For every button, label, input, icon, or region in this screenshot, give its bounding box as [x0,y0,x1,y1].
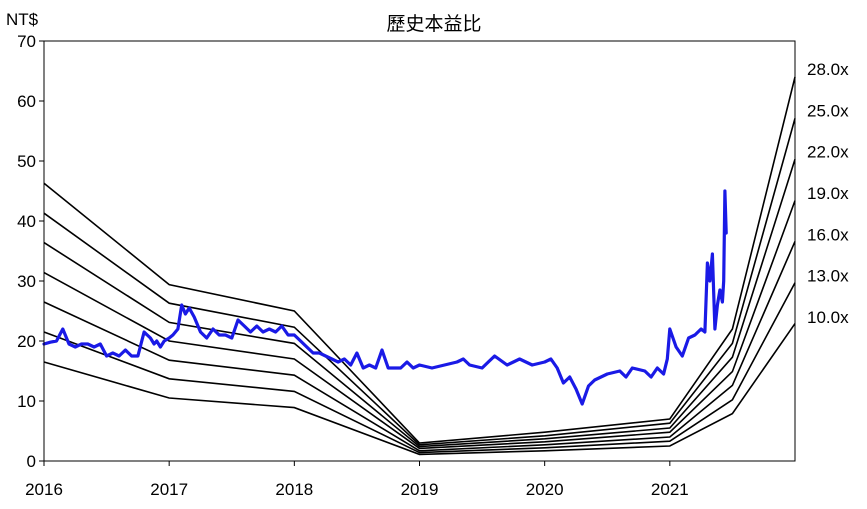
pe-band-label: 22.0x [807,143,849,162]
pe-band-label: 13.0x [807,267,849,286]
y-tick-label: 60 [17,92,36,111]
y-tick-label: 20 [17,332,36,351]
y-tick-label: 40 [17,212,36,231]
y-axis-unit-label: NT$ [6,10,39,29]
y-tick-label: 70 [17,32,36,51]
pe-band-line [43,323,796,456]
pe-band-labels: 28.0x 25.0x 22.0x 19.0x 16.0x 13.0x 10.0x [807,60,849,327]
pe-band-label: 16.0x [807,225,849,244]
y-tick-label: 0 [27,452,36,471]
plot-frame [43,40,796,462]
pe-band-label: 10.0x [807,308,849,327]
pe-band-label: 19.0x [807,184,849,203]
x-tick-label: 2019 [401,480,439,499]
pe-band-line [43,241,796,452]
pe-band-line [43,158,796,448]
x-tick-label: 2016 [25,480,63,499]
x-tick-label: 2017 [150,480,188,499]
pe-band-lines [43,76,796,456]
y-tick-label: 50 [17,152,36,171]
y-tick-label: 10 [17,392,36,411]
pe-band-label: 25.0x [807,101,849,120]
pe-band-line [43,200,796,450]
x-tick-label: 2020 [526,480,564,499]
price-series-line [42,189,728,406]
y-tick-label: 30 [17,272,36,291]
pe-band-line [43,282,796,454]
x-tick-label: 2021 [651,480,689,499]
pe-band-line [43,76,796,444]
pe-band-label: 28.0x [807,60,849,79]
y-axis-ticks: 0 10 20 30 40 50 60 70 [17,32,44,471]
pe-band-line [43,118,796,446]
x-axis-ticks: 2016 2017 2018 2019 2020 2021 [25,461,689,499]
x-tick-label: 2018 [275,480,313,499]
chart-title: 歷史本益比 [386,13,481,35]
